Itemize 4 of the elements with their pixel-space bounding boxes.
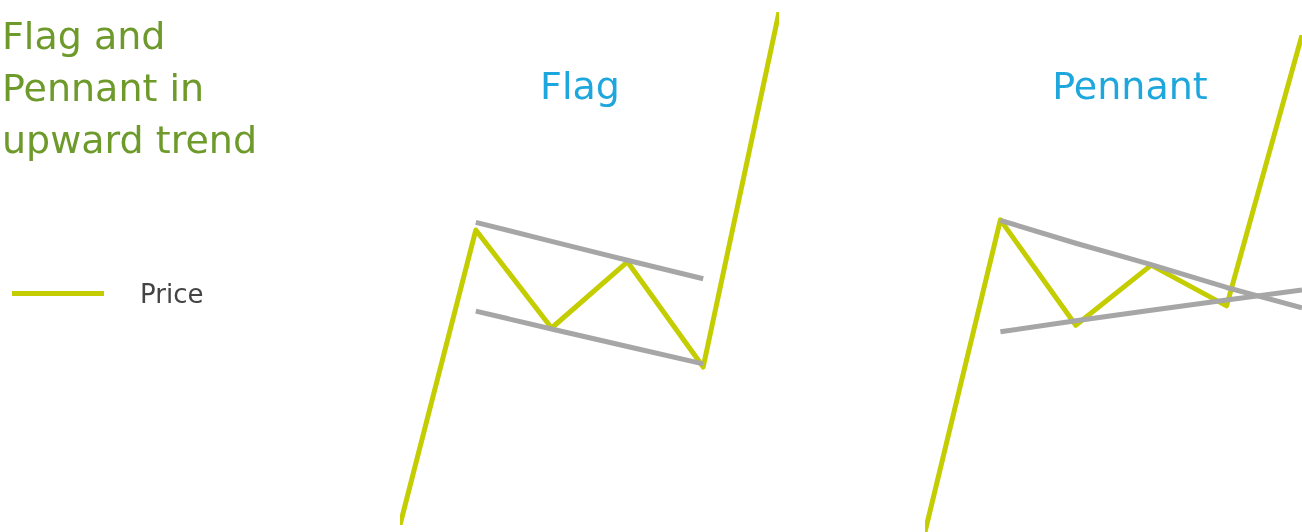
legend-label: Price [140,279,204,309]
text: Flag [539,64,621,108]
text: Flag and Pennant in upward trend [1,13,258,164]
text: Pennant [1051,64,1209,108]
